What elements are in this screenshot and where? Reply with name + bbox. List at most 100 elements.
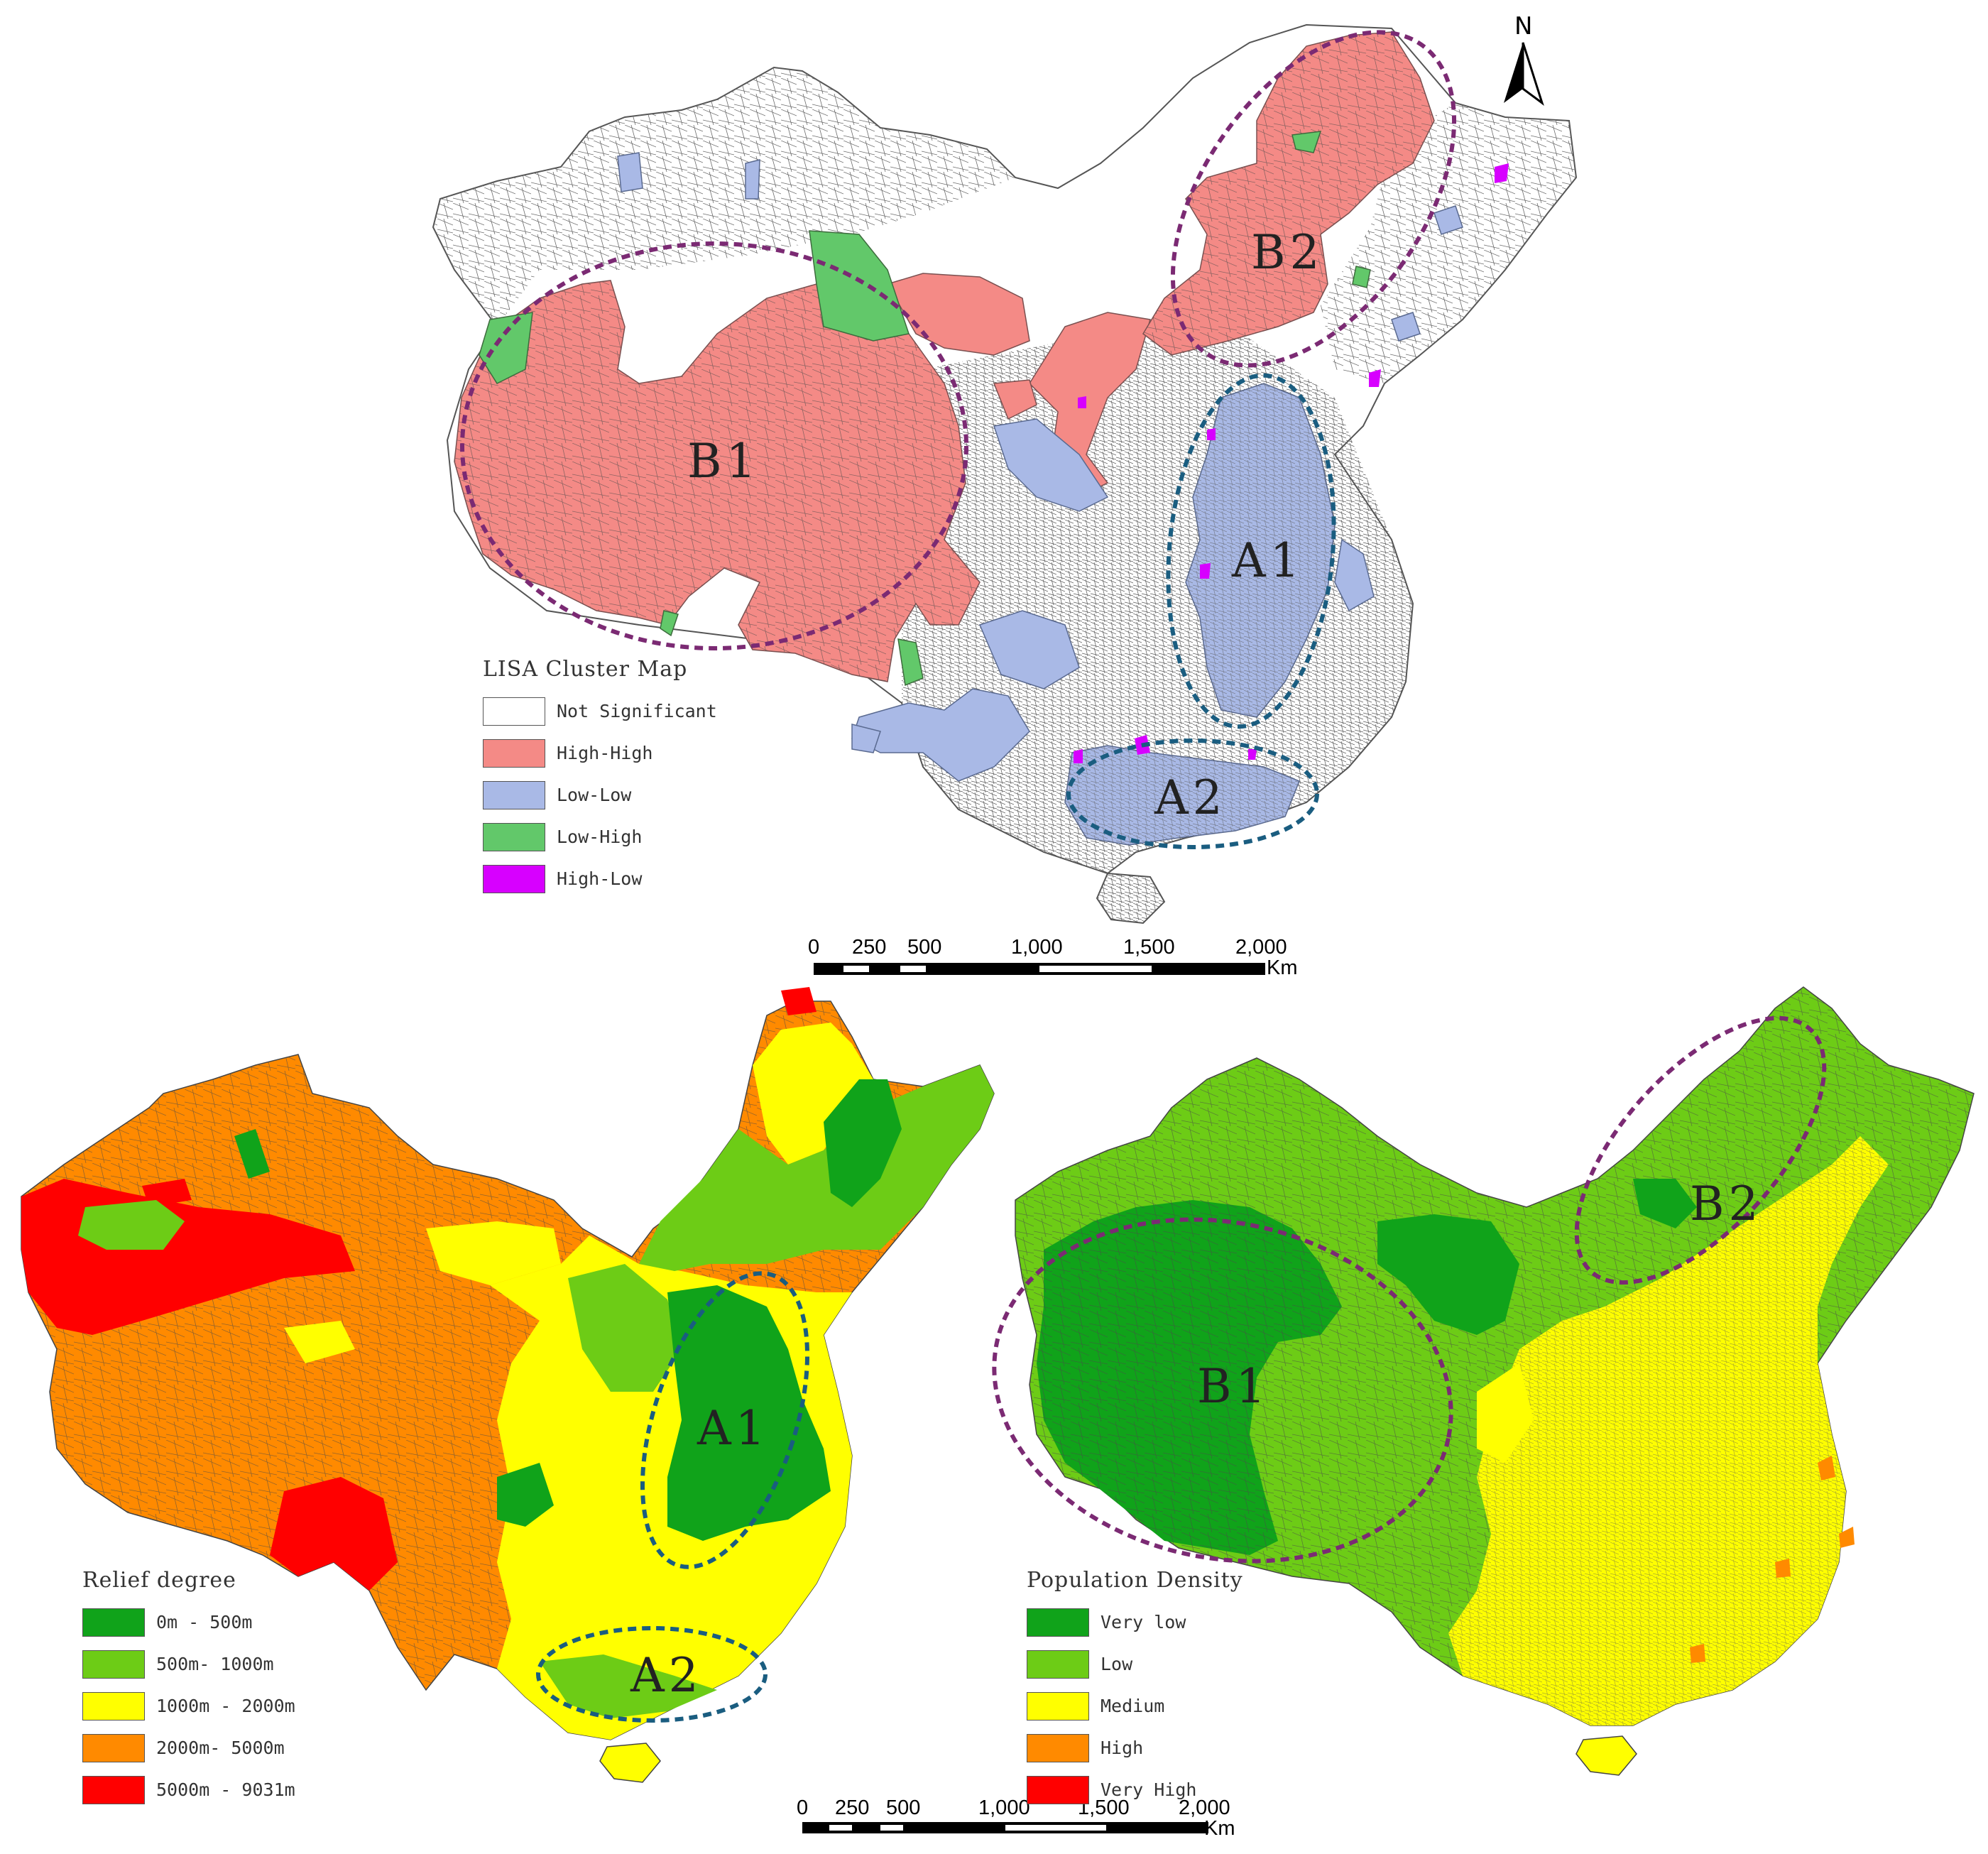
scale-top-unit: Km	[1267, 956, 1298, 979]
lisa-legend-label: High-High	[557, 743, 653, 763]
lisa-legend: LISA Cluster Map Not Significant High-Hi…	[483, 657, 717, 900]
lisa-low-high-3	[897, 638, 924, 687]
lisa-b2-mesh	[1143, 32, 1434, 355]
population-high-speck-1	[1818, 1456, 1835, 1481]
relief-swatch-500-1000	[82, 1649, 145, 1679]
relief-swatch-0-500	[82, 1608, 145, 1637]
population-mesh-east	[1448, 1136, 1889, 1725]
population-legend-row: Low	[1027, 1643, 1243, 1685]
lisa-low-low-west-1	[851, 724, 881, 753]
lisa-legend-label: High-Low	[557, 868, 643, 889]
population-label-b2: B2	[1690, 1177, 1763, 1231]
scale-bar-bottom-seg-2	[880, 1825, 903, 1831]
relief-swatch-5000-9031	[82, 1775, 145, 1804]
population-density-map: B1 B2	[992, 986, 1975, 1776]
lisa-low-low-north-2	[745, 159, 760, 200]
scale-top-tick-1000: 1,000	[1011, 936, 1063, 959]
lisa-hainan	[1096, 872, 1166, 925]
relief-legend-row: 2000m- 5000m	[82, 1727, 295, 1769]
relief-hainan	[599, 1743, 661, 1783]
lisa-legend-row: Low-High	[483, 816, 717, 858]
relief-legend-row: 500m- 1000m	[82, 1643, 295, 1685]
population-legend-label: Very High	[1100, 1779, 1197, 1800]
lisa-legend-label: Low-High	[557, 827, 643, 847]
scale-top-tick-500: 500	[907, 936, 941, 959]
north-arrow-right-half	[1522, 42, 1544, 106]
relief-green-south	[540, 1654, 717, 1718]
relief-yellow-mid	[284, 1321, 355, 1363]
scale-bottom-unit: Km	[1204, 1817, 1235, 1840]
lisa-high-low-1	[1495, 163, 1509, 183]
relief-darkgreen-ne	[824, 1079, 902, 1207]
population-swatch-medium	[1027, 1691, 1089, 1721]
lisa-low-low-sw	[851, 688, 1030, 782]
lisa-low-low-mid	[978, 610, 1080, 689]
relief-legend-row: 5000m - 9031m	[82, 1769, 295, 1811]
relief-legend-title: Relief degree	[82, 1568, 236, 1593]
population-ellipse-b2	[1574, 1015, 1827, 1285]
population-legend-label: High	[1100, 1738, 1144, 1758]
scale-bar-top-seg-3	[1039, 966, 1152, 972]
relief-legend-label: 1000m - 2000m	[156, 1696, 295, 1716]
relief-legend-row: 1000m - 2000m	[82, 1685, 295, 1727]
relief-darkgreen-west	[497, 1463, 554, 1527]
population-legend: Population Density Very low Low Medium H…	[1027, 1568, 1243, 1811]
scale-top-tick-250: 250	[852, 936, 886, 959]
relief-green-mid	[568, 1264, 682, 1392]
relief-ellipse-a2	[536, 1626, 768, 1723]
relief-legend-row: 0m - 500m	[82, 1601, 295, 1643]
lisa-low-high-1	[809, 230, 910, 342]
population-swatch-very-high	[1027, 1775, 1089, 1804]
lisa-ellipse-a2	[1066, 738, 1319, 849]
scale-bottom-tick-250: 250	[835, 1796, 869, 1819]
relief-legend-label: 500m- 1000m	[156, 1654, 274, 1674]
scale-bottom-tick-500: 500	[886, 1796, 920, 1819]
population-legend-label: Low	[1100, 1654, 1133, 1674]
scale-bar-bottom-seg-3	[1005, 1825, 1106, 1831]
scale-bottom-tick-0: 0	[797, 1796, 808, 1819]
lisa-a2-mesh	[1065, 746, 1299, 845]
relief-red-north	[781, 987, 816, 1015]
lisa-swatch-low-high	[483, 822, 545, 851]
population-legend-row: High	[1027, 1727, 1243, 1769]
lisa-high-low-2	[1369, 369, 1381, 387]
lisa-low-low-ne-1	[1433, 205, 1463, 235]
lisa-legend-row: Not Significant	[483, 690, 717, 732]
population-yellow-mid	[1477, 1363, 1534, 1463]
population-verylow-north	[1377, 1214, 1519, 1335]
scale-bar-top-seg-2	[900, 966, 926, 972]
lisa-low-low-ne-2	[1391, 312, 1421, 342]
population-hainan	[1575, 1735, 1637, 1776]
population-label-b1: B1	[1197, 1359, 1270, 1414]
lisa-label-b2: B2	[1251, 225, 1324, 280]
lisa-legend-row: Low-Low	[483, 774, 717, 816]
relief-label-a2: A2	[630, 1648, 703, 1703]
population-high-speck-3	[1690, 1644, 1705, 1663]
lisa-high-low-6	[1078, 396, 1086, 408]
lisa-low-high-4	[660, 610, 679, 637]
north-arrow-label: N	[1514, 12, 1532, 40]
lisa-high-high-small	[993, 379, 1037, 420]
lisa-legend-row: High-High	[483, 732, 717, 774]
lisa-high-low-5	[1074, 749, 1083, 763]
population-swatch-very-low	[1027, 1608, 1089, 1637]
scale-bottom-tick-1000: 1,000	[978, 1796, 1030, 1819]
scale-bottom-tick-2000: 2,000	[1179, 1796, 1230, 1819]
relief-yellow-ne	[753, 1023, 873, 1165]
relief-red-sw	[270, 1477, 398, 1591]
lisa-ellipse-b1	[460, 241, 968, 650]
population-high-speck-4	[1839, 1527, 1855, 1548]
lisa-low-high-5	[1291, 131, 1322, 153]
lisa-label-b1: B1	[687, 434, 760, 489]
relief-swatch-1000-2000	[82, 1691, 145, 1721]
lisa-mesh-west	[433, 67, 1015, 327]
relief-green-ne	[639, 1065, 994, 1271]
population-verylow-b2	[1633, 1179, 1697, 1228]
lisa-label-a2: A2	[1154, 770, 1227, 825]
lisa-high-low-3	[1200, 563, 1211, 579]
population-high-speck-2	[1775, 1559, 1791, 1578]
lisa-legend-label: Not Significant	[557, 701, 717, 721]
population-legend-row: Medium	[1027, 1685, 1243, 1727]
population-verylow-b1-mesh	[1037, 1200, 1342, 1555]
